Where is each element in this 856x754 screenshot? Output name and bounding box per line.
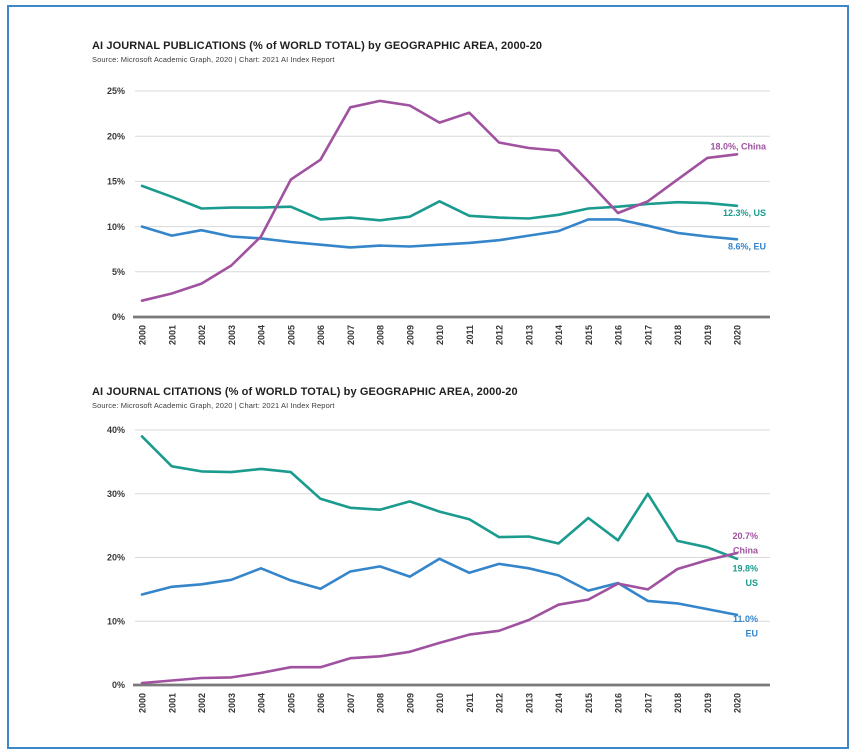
series-line-us xyxy=(140,184,739,222)
x-tick-label: 2017 xyxy=(643,693,653,713)
x-tick-label: 2007 xyxy=(346,325,356,345)
series-end-label-us: 12.3%, US xyxy=(723,208,766,218)
series-line-us xyxy=(140,435,739,561)
x-tick-label: 2012 xyxy=(495,325,505,345)
x-tick-label: 2016 xyxy=(614,325,624,345)
series-end-label-us: US xyxy=(745,578,758,588)
x-tick-label: 2019 xyxy=(703,325,713,345)
x-tick-label: 2003 xyxy=(227,325,237,345)
x-tick-label: 2001 xyxy=(167,325,177,345)
x-tick-label: 2008 xyxy=(376,693,386,713)
x-tick-label: 2018 xyxy=(673,693,683,713)
x-tick-label: 2003 xyxy=(227,693,237,713)
x-tick-label: 2005 xyxy=(286,693,296,713)
x-tick-label: 2016 xyxy=(614,693,624,713)
y-tick-label: 0% xyxy=(112,680,125,690)
series-line-eu xyxy=(140,218,739,249)
y-tick-label: 20% xyxy=(107,553,125,563)
x-tick-label: 2014 xyxy=(554,693,564,713)
x-tick-label: 2020 xyxy=(733,325,743,345)
x-tick-label: 2009 xyxy=(405,325,415,345)
citations-chart-title: AI JOURNAL CITATIONS (% of WORLD TOTAL) … xyxy=(92,386,518,398)
x-tick-label: 2000 xyxy=(138,325,148,345)
y-tick-label: 10% xyxy=(107,222,125,232)
x-tick-label: 2006 xyxy=(316,325,326,345)
x-tick-label: 2004 xyxy=(257,693,267,713)
x-tick-label: 2002 xyxy=(197,325,207,345)
series-end-label-eu: EU xyxy=(745,628,758,638)
series-line-eu xyxy=(140,557,739,617)
x-tick-label: 2004 xyxy=(257,325,267,345)
x-tick-label: 2010 xyxy=(435,325,445,345)
x-tick-label: 2013 xyxy=(524,325,534,345)
y-tick-label: 40% xyxy=(107,425,125,435)
y-tick-label: 0% xyxy=(112,312,125,322)
x-tick-label: 2015 xyxy=(584,693,594,713)
series-end-label-china: China xyxy=(733,546,759,556)
x-tick-label: 2008 xyxy=(376,325,386,345)
x-tick-label: 2001 xyxy=(167,693,177,713)
series-line-china xyxy=(140,551,739,685)
x-tick-label: 2017 xyxy=(643,325,653,345)
publications-line-chart: 0% 5% 10% 15% 20% 25% 2000 2001 2002 2003 2004 2005… xyxy=(107,86,770,345)
citations-chart-source: Source: Microsoft Academic Graph, 2020 |… xyxy=(92,401,335,410)
x-tick-label: 2002 xyxy=(197,693,207,713)
x-tick-label: 2018 xyxy=(673,325,683,345)
series-end-label-us: 19.8% xyxy=(732,563,758,573)
x-tick-label: 2009 xyxy=(405,693,415,713)
series-line-china xyxy=(140,99,739,302)
publications-chart-source: Source: Microsoft Academic Graph, 2020 |… xyxy=(92,55,335,64)
y-tick-label: 30% xyxy=(107,489,125,499)
x-tick-label: 2000 xyxy=(138,693,148,713)
citations-line-chart: 0% 10% 20% 30% 40% 2000 2001 2002 2003 2004 2005 20… xyxy=(107,425,770,713)
y-tick-label: 20% xyxy=(107,131,125,141)
x-tick-label: 2019 xyxy=(703,693,713,713)
x-tick-label: 2014 xyxy=(554,325,564,345)
x-tick-label: 2020 xyxy=(733,693,743,713)
series-end-label-china: 20.7% xyxy=(732,531,758,541)
y-tick-label: 15% xyxy=(107,177,125,187)
y-tick-label: 10% xyxy=(107,616,125,626)
x-tick-label: 2015 xyxy=(584,325,594,345)
x-tick-label: 2011 xyxy=(465,325,475,345)
x-tick-label: 2006 xyxy=(316,693,326,713)
series-end-label-china: 18.0%, China xyxy=(710,141,767,151)
page-border xyxy=(7,5,849,749)
x-tick-label: 2007 xyxy=(346,693,356,713)
x-tick-label: 2013 xyxy=(524,693,534,713)
x-tick-label: 2012 xyxy=(495,693,505,713)
x-tick-label: 2010 xyxy=(435,693,445,713)
series-end-label-eu: 8.6%, EU xyxy=(728,241,766,251)
x-tick-label: 2011 xyxy=(465,693,475,713)
y-tick-label: 25% xyxy=(107,86,125,96)
publications-chart-title: AI JOURNAL PUBLICATIONS (% of WORLD TOTA… xyxy=(92,40,543,52)
x-tick-label: 2005 xyxy=(286,325,296,345)
series-end-label-eu: 11.0% xyxy=(733,614,758,624)
y-tick-label: 5% xyxy=(112,267,125,277)
